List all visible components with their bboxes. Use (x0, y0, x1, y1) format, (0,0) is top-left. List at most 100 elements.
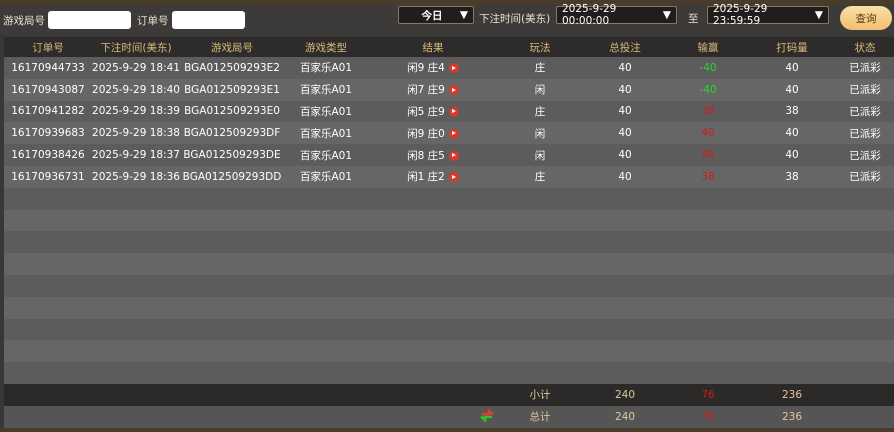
cell-type: 百家乐A01 (284, 126, 368, 141)
cell-order: 16170938426 (4, 149, 92, 161)
cell-win: -40 (668, 84, 748, 96)
col-win: 输赢 (697, 41, 719, 54)
cell-code: 40 (748, 127, 836, 139)
code-text: 40 (785, 83, 799, 96)
bet-text: 40 (618, 170, 632, 183)
round-text: BGA012509293DE (183, 149, 281, 162)
col-type: 游戏类型 (305, 41, 347, 54)
start-time-value: 2025-9-29 00:00:00 (562, 3, 617, 27)
cell-type: 百家乐A01 (284, 60, 368, 75)
time-text: 2025-9-29 18:37 (92, 149, 180, 162)
play-video-icon[interactable] (448, 172, 459, 183)
col-order: 订单号 (32, 41, 64, 54)
cell-bet: 40 (582, 149, 668, 161)
empty-row (4, 231, 894, 254)
play-video-icon[interactable] (448, 128, 459, 139)
order-text: 16170938426 (11, 149, 85, 162)
cell-play: 庄 (498, 104, 582, 119)
win-text: 38 (701, 105, 715, 118)
empty-row (4, 318, 894, 341)
cell-status: 已派彩 (836, 82, 894, 97)
win-text: 38 (701, 170, 715, 183)
empty-row (4, 187, 894, 210)
cell-round: BGA012509293E1 (180, 84, 284, 96)
cell-time: 2025-9-29 18:41 (92, 62, 180, 74)
bet-text: 40 (618, 105, 632, 118)
cell-order: 16170944733 (4, 62, 92, 74)
refresh-icon[interactable] (4, 408, 498, 425)
cell-time: 2025-9-29 18:39 (92, 105, 180, 117)
play-text: 庄 (534, 62, 546, 75)
status-text: 已派彩 (849, 127, 881, 140)
play-video-icon[interactable] (448, 106, 459, 117)
cell-time: 2025-9-29 18:38 (92, 127, 180, 139)
game-round-input[interactable] (48, 11, 131, 29)
total-label: 总计 (529, 411, 551, 424)
play-text: 庄 (534, 105, 546, 118)
order-text: 16170943087 (11, 83, 85, 96)
chevron-down-icon: ▼ (662, 9, 671, 21)
round-text: BGA012509293E0 (184, 105, 280, 118)
cell-status: 已派彩 (836, 169, 894, 184)
period-value: 今日 (421, 9, 443, 22)
start-time-select[interactable]: 2025-9-29 00:00:00 ▼ (556, 3, 677, 27)
empty-row (4, 340, 894, 363)
cell-time: 2025-9-29 18:36 (92, 171, 180, 183)
round-text: BGA012509293DD (182, 170, 282, 183)
code-text: 40 (785, 61, 799, 74)
empty-row (4, 274, 894, 297)
cell-result: 闲9 庄4 (368, 60, 498, 75)
type-text: 百家乐A01 (299, 149, 353, 162)
period-select[interactable]: 今日 ▼ (398, 6, 474, 24)
col-play: 玩法 (529, 41, 551, 54)
cell-result: 闲7 庄9 (368, 82, 498, 97)
cell-win: 40 (668, 149, 748, 161)
cell-type: 百家乐A01 (284, 104, 368, 119)
total-row: 总计 240 76 236 (4, 405, 894, 428)
result-text: 闲1 庄2 (407, 171, 445, 184)
cell-code: 40 (748, 149, 836, 161)
play-video-icon[interactable] (448, 63, 459, 74)
cell-bet: 40 (582, 127, 668, 139)
time-text: 2025-9-29 18:39 (92, 105, 180, 118)
cell-order: 16170943087 (4, 84, 92, 96)
query-button[interactable]: 查询 (840, 6, 892, 30)
play-video-icon[interactable] (448, 150, 459, 161)
cell-result: 闲9 庄0 (368, 126, 498, 141)
table-row: 16170944733 2025-9-29 18:41 BGA012509293E2… (4, 57, 894, 79)
code-text: 38 (785, 170, 799, 183)
cell-type: 百家乐A01 (284, 148, 368, 163)
result-text: 闲5 庄9 (407, 105, 445, 118)
play-text: 闲 (534, 127, 546, 140)
code-text: 40 (785, 149, 799, 162)
time-text: 2025-9-29 18:36 (92, 170, 180, 183)
cell-play: 闲 (498, 126, 582, 141)
cell-win: 38 (668, 105, 748, 117)
chevron-down-icon: ▼ (459, 9, 468, 21)
order-label: 订单号 (137, 14, 169, 27)
col-status: 状态 (854, 41, 876, 54)
cell-code: 40 (748, 84, 836, 96)
table-row: 16170941282 2025-9-29 18:39 BGA012509293E0… (4, 100, 894, 123)
cell-result: 闲5 庄9 (368, 104, 498, 119)
bet-text: 40 (618, 149, 632, 162)
cell-round: BGA012509293DF (180, 127, 284, 139)
code-text: 40 (785, 127, 799, 140)
cell-time: 2025-9-29 18:37 (92, 149, 180, 161)
round-text: BGA012509293E1 (184, 83, 280, 96)
order-input[interactable] (172, 11, 245, 29)
col-code: 打码量 (776, 41, 808, 54)
bet-text: 40 (618, 127, 632, 140)
cell-code: 38 (748, 171, 836, 183)
status-text: 已派彩 (849, 62, 881, 75)
bet-table: 订单号 下注时间(美东) 游戏局号 游戏类型 结果 玩法 总投注 输赢 打码量 … (4, 37, 894, 428)
win-text: 40 (701, 149, 715, 162)
round-text: BGA012509293E2 (184, 61, 280, 74)
cell-status: 已派彩 (836, 104, 894, 119)
total-win: 76 (701, 410, 715, 423)
order-text: 16170936731 (11, 170, 85, 183)
play-video-icon[interactable] (448, 85, 459, 96)
top-strip (0, 0, 894, 5)
end-time-select[interactable]: 2025-9-29 23:59:59 ▼ (707, 3, 829, 27)
time-label: 下注时间(美东) (479, 13, 551, 25)
